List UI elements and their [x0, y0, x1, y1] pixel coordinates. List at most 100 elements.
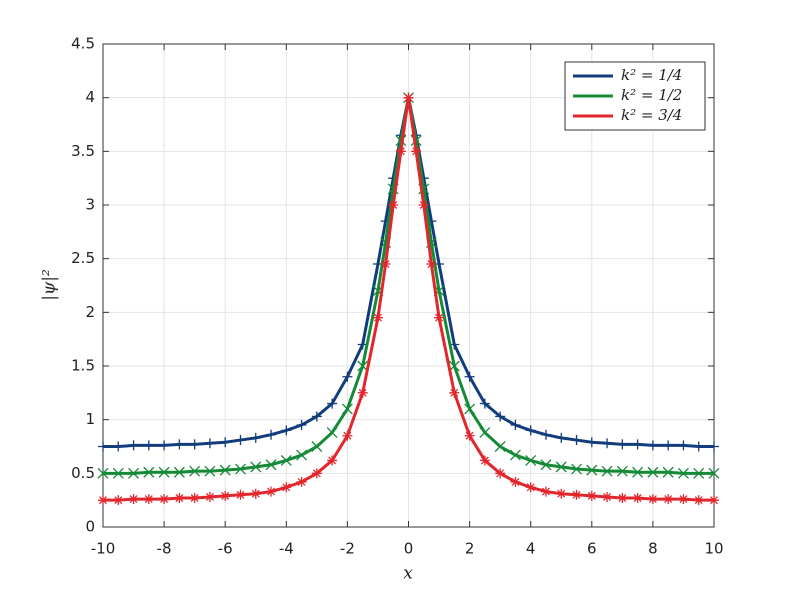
x-tick-label: 6 — [587, 540, 597, 558]
data-marker — [281, 425, 292, 436]
data-marker — [266, 486, 277, 497]
data-marker — [418, 200, 429, 210]
data-marker — [479, 427, 491, 439]
legend-label: k² = 1/2 — [621, 86, 682, 104]
data-marker — [341, 403, 353, 415]
data-marker — [395, 146, 406, 157]
data-marker — [479, 398, 490, 409]
x-tick-label: -6 — [218, 540, 233, 558]
data-marker — [510, 420, 521, 431]
data-marker — [647, 440, 658, 451]
data-marker — [250, 432, 261, 443]
data-marker — [464, 403, 476, 415]
x-tick-label: -8 — [157, 540, 172, 558]
data-marker — [250, 488, 261, 499]
data-marker — [235, 463, 246, 475]
data-marker — [464, 371, 475, 382]
data-marker — [174, 439, 185, 450]
data-marker — [380, 259, 391, 270]
data-marker — [204, 438, 215, 449]
data-marker — [525, 454, 537, 466]
data-marker — [678, 440, 689, 451]
y-tick-label: 4 — [85, 88, 95, 106]
data-marker — [495, 468, 506, 479]
data-marker — [556, 432, 567, 443]
data-marker — [158, 466, 170, 478]
data-marker — [693, 441, 704, 452]
y-tick-label: 2 — [85, 303, 95, 321]
data-marker — [327, 398, 338, 409]
data-marker — [586, 437, 597, 448]
y-tick-label: 1.5 — [71, 357, 95, 375]
data-marker — [219, 464, 231, 476]
data-marker — [159, 494, 170, 505]
legend-label: k² = 3/4 — [621, 106, 682, 124]
y-tick-label: 0.5 — [71, 464, 95, 482]
legend-label: k² = 1/4 — [621, 66, 682, 84]
data-marker — [510, 476, 521, 487]
data-marker — [220, 490, 231, 501]
data-marker — [112, 467, 124, 479]
data-marker — [113, 495, 124, 506]
data-marker — [632, 439, 643, 450]
x-tick-label: 8 — [648, 540, 658, 558]
data-marker — [647, 466, 659, 478]
data-marker — [602, 491, 613, 502]
data-marker — [571, 463, 582, 475]
data-marker — [449, 387, 460, 398]
data-marker — [616, 465, 628, 477]
data-marker — [411, 146, 422, 157]
data-marker — [342, 371, 353, 382]
data-marker — [174, 493, 185, 504]
x-tick-label: -2 — [340, 540, 355, 558]
y-axis-label: |ψ|² — [40, 269, 60, 301]
y-tick-label: 3 — [85, 196, 95, 214]
data-marker — [617, 439, 628, 450]
data-marker — [647, 494, 658, 505]
x-tick-label: 4 — [526, 540, 536, 558]
data-marker — [265, 459, 277, 471]
y-tick-label: 0 — [85, 518, 95, 536]
data-marker — [189, 493, 200, 504]
data-marker — [143, 494, 154, 505]
data-marker — [280, 454, 292, 466]
x-tick-label: 0 — [404, 540, 414, 558]
data-marker — [326, 427, 338, 439]
data-marker — [479, 455, 490, 466]
data-marker — [693, 495, 704, 506]
data-marker — [571, 435, 582, 446]
data-marker — [327, 455, 338, 466]
data-marker — [281, 482, 292, 493]
y-tick-label: 3.5 — [71, 142, 95, 160]
data-marker — [250, 461, 262, 473]
data-marker — [342, 430, 353, 441]
data-marker — [464, 430, 475, 441]
data-marker — [663, 494, 674, 505]
x-tick-label: 2 — [465, 540, 475, 558]
data-marker — [357, 387, 368, 398]
data-marker — [434, 312, 445, 323]
data-marker — [709, 495, 719, 506]
x-axis-label: x — [403, 564, 413, 584]
data-marker — [128, 440, 139, 451]
data-marker — [617, 493, 628, 504]
data-marker — [586, 490, 597, 501]
data-marker — [540, 459, 552, 471]
data-marker — [128, 494, 139, 505]
data-marker — [677, 467, 689, 479]
data-marker — [571, 489, 582, 500]
data-marker — [662, 466, 674, 478]
data-marker — [97, 467, 109, 479]
data-marker — [525, 425, 536, 436]
data-marker — [189, 465, 201, 477]
data-marker — [632, 466, 644, 478]
data-marker — [494, 441, 506, 452]
data-marker — [311, 468, 322, 479]
data-marker — [143, 440, 154, 451]
data-marker — [540, 486, 551, 497]
data-marker — [388, 200, 399, 210]
data-marker — [525, 482, 536, 493]
data-marker — [204, 465, 216, 477]
y-tick-label: 1 — [85, 410, 95, 428]
data-marker — [586, 464, 598, 476]
